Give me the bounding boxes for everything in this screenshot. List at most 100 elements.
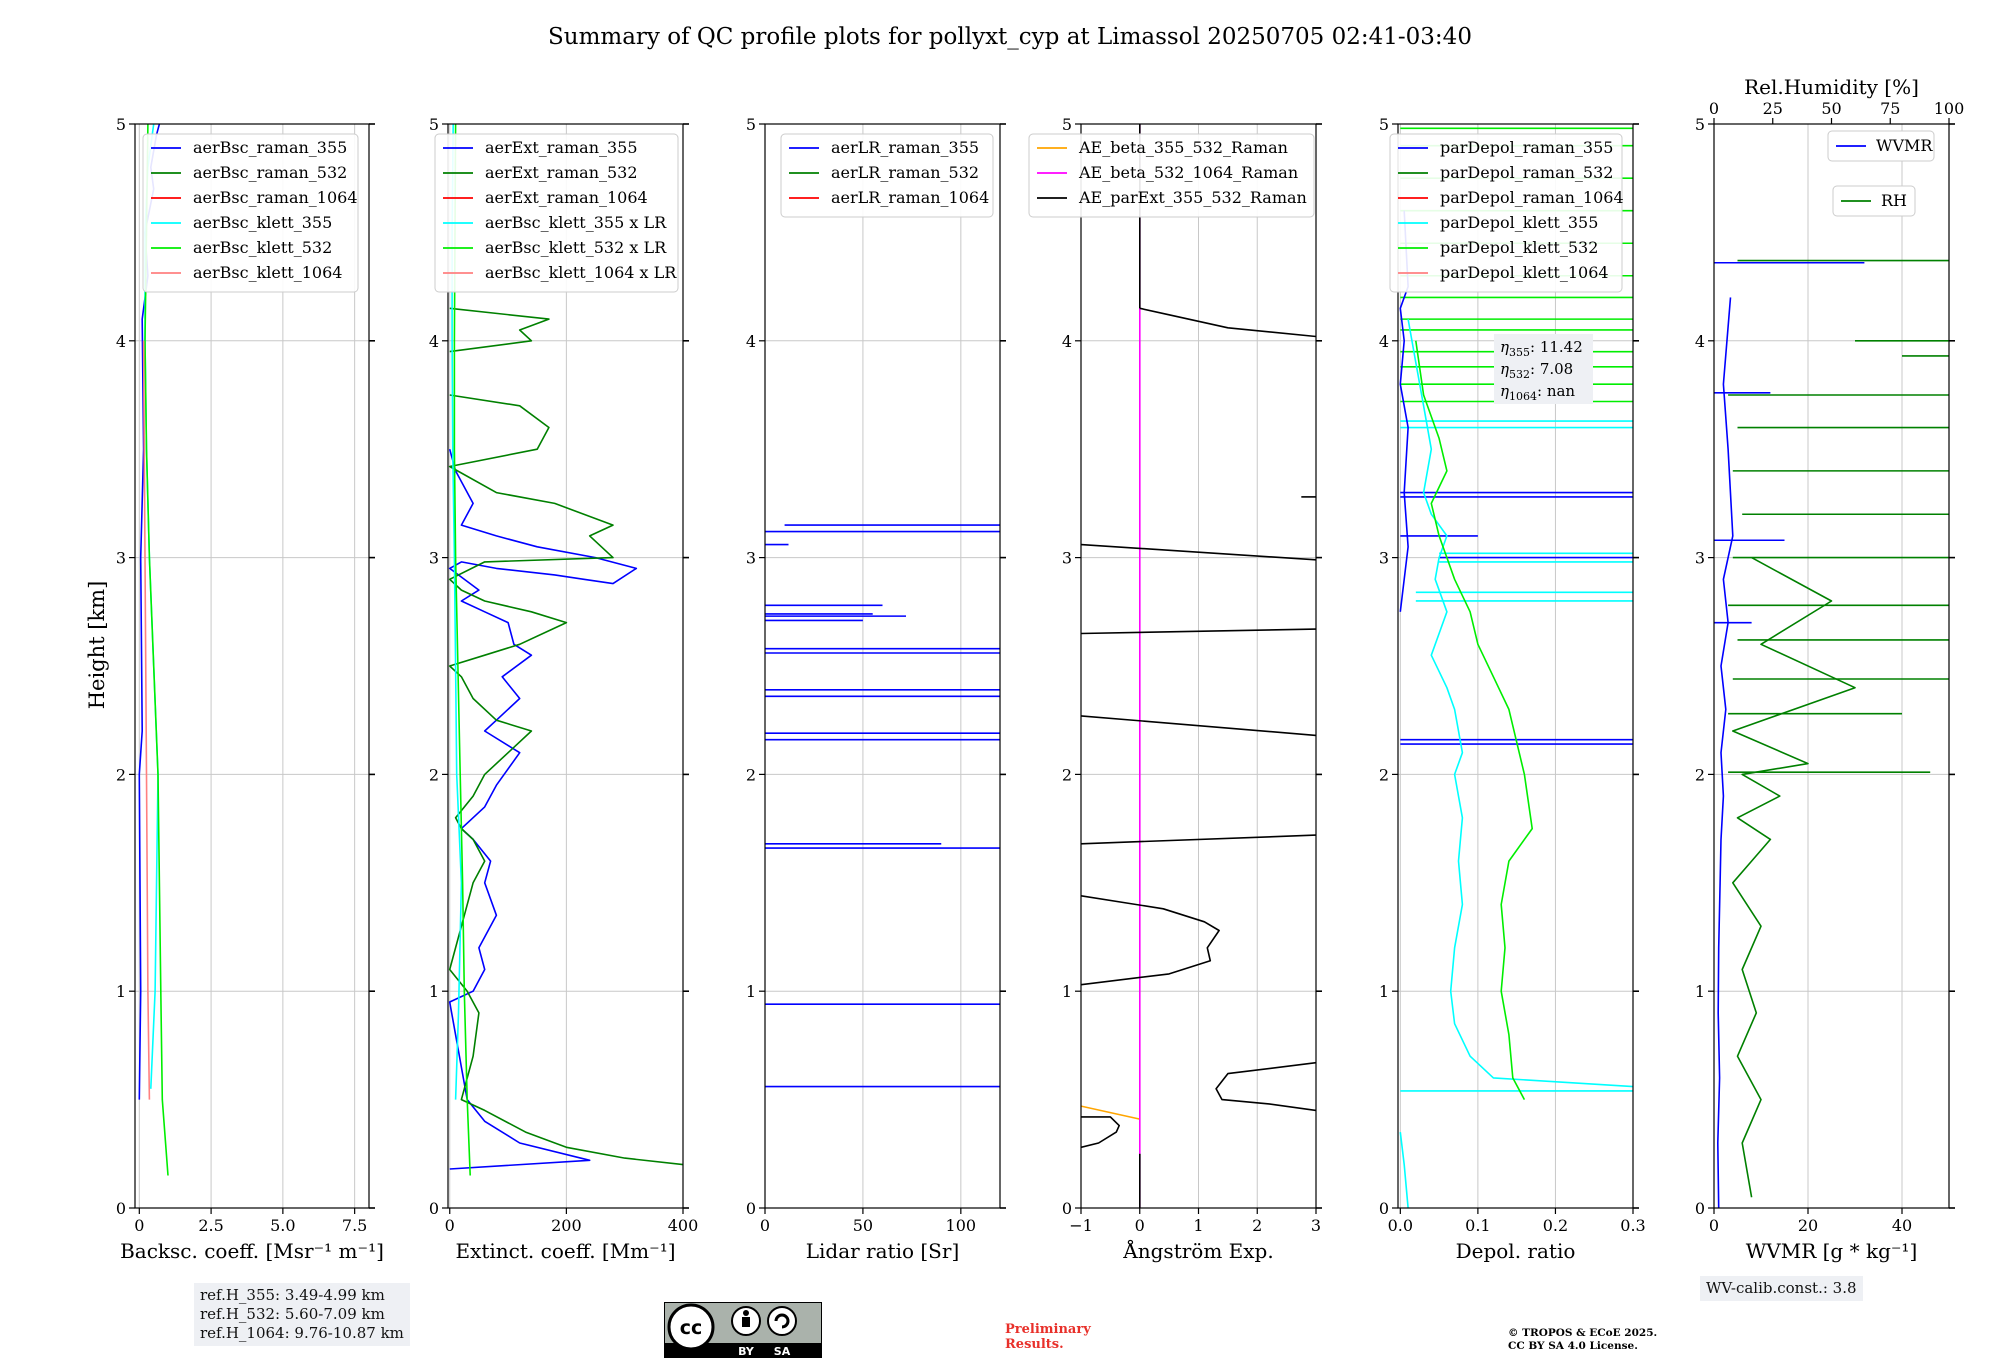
series-black_c [1215, 1061, 1316, 1112]
preliminary-line-2: Results. [1005, 1337, 1064, 1352]
axes-frame [764, 123, 1001, 1209]
top-x-tick-label: 100 [1934, 99, 1965, 118]
panel-bsc: 0 2.5 5.0 7.5 0 1 2 3 4 5 Backsc. coeff. [Msr⁻¹ m⁻… [116, 115, 384, 1263]
axes-frame [447, 123, 684, 1209]
series-black_d [1081, 895, 1220, 986]
top-x-tick-label: 50 [1821, 99, 1841, 118]
eta-line: η355: 11.42 [1500, 338, 1583, 359]
legend-frame [1827, 130, 1935, 162]
by-label: BY [738, 1345, 755, 1358]
y-tick-label: 5 [746, 115, 756, 134]
legend-label: parDepol_klett_355 [1440, 213, 1598, 232]
plot-area [765, 524, 1000, 1088]
series-black_g [1081, 628, 1316, 635]
sa-label: SA [774, 1345, 791, 1358]
x-tick-label: 0 [760, 1216, 770, 1235]
series-aerExt_raman_532_upper [449, 307, 550, 353]
legend-label: aerBsc_klett_355 [193, 213, 332, 232]
top-x-axis-label: Rel.Humidity [%] [1744, 75, 1919, 99]
y-tick-label: 3 [1695, 549, 1705, 568]
wv-calibration-box: WV-calib.const.: 3.8 [1700, 1276, 1863, 1301]
y-tick-label: 0 [746, 1199, 756, 1218]
y-tick-label: 0 [429, 1199, 439, 1218]
series-WVMR [1717, 297, 1734, 1208]
legend-label: AE_beta_532_1064_Raman [1078, 163, 1298, 182]
legend-label: aerLR_raman_355 [831, 138, 979, 157]
x-tick-label: 5.0 [270, 1216, 295, 1235]
y-tick-label: 4 [746, 332, 756, 351]
panel-wvmr: 0 20 40 0 1 2 3 4 5 WVMR [g * kg⁻¹] 0 25 50 75 100 Rel.… [1695, 75, 1964, 1263]
legend-label: aerExt_raman_1064 [485, 188, 648, 207]
ref-h-532: ref.H_532: 5.60-7.09 km [200, 1305, 385, 1323]
y-tick-label: 2 [116, 765, 126, 784]
plot-area [1081, 124, 1316, 1208]
y-tick-label: 2 [429, 765, 439, 784]
legend-label: aerBsc_raman_1064 [193, 188, 358, 207]
panel-lr: 0 50 100 0 1 2 3 4 5 Lidar ratio [Sr] aerLR_raman_… [746, 115, 1006, 1263]
y-tick-label: 1 [1062, 982, 1072, 1001]
x-tick-label: 0 [1709, 1216, 1719, 1235]
series-RH [1732, 556, 1856, 1198]
y-tick-label: 0 [116, 1199, 126, 1218]
x-tick-label: 100 [946, 1216, 977, 1235]
y-tick-label: 2 [1379, 765, 1389, 784]
y-tick-label: 2 [1695, 765, 1705, 784]
legend-label: AE_parExt_355_532_Raman [1078, 188, 1307, 207]
sa-share-icon [767, 1306, 797, 1336]
panel-depol: 0.0 0.1 0.2 0.3 0 1 2 3 4 5 Depol. ratio parDepol_r… [1379, 115, 1646, 1263]
series-black_e [1081, 834, 1316, 845]
copyright-notice: © TROPOS & ECoE 2025. CC BY SA 4.0 Licen… [1508, 1327, 1657, 1353]
y-tick-label: 1 [429, 982, 439, 1001]
y-tick-label: 4 [429, 332, 439, 351]
y-tick-label: 0 [1062, 1199, 1072, 1218]
top-x-tick-label: 75 [1880, 99, 1900, 118]
y-tick-label: 3 [429, 549, 439, 568]
y-tick-label: 3 [116, 549, 126, 568]
y-tick-label: 3 [1062, 549, 1072, 568]
reference-height-box: ref.H_355: 3.49-4.99 km ref.H_532: 5.60-… [194, 1283, 410, 1346]
y-tick-label: 0 [1379, 1199, 1389, 1218]
x-tick-label: 0.1 [1465, 1216, 1490, 1235]
legend-label: parDepol_klett_532 [1440, 238, 1598, 257]
legend-label: aerBsc_klett_1064 x LR [485, 263, 677, 282]
x-tick-label: 2.5 [198, 1216, 223, 1235]
y-tick-label: 1 [116, 982, 126, 1001]
legend-label: aerBsc_raman_532 [193, 163, 347, 182]
series-black_a [1081, 1116, 1120, 1149]
panel-ext: 0 200 400 0 1 2 3 4 5 Extinct. coeff. [Mm⁻¹] aerEx… [429, 115, 698, 1263]
legend: AE_beta_355_532_Raman AE_beta_532_1064_Ra… [1028, 133, 1315, 218]
cc-icon [667, 1303, 715, 1351]
y-tick-label: 5 [1062, 115, 1072, 134]
y-tick-label: 1 [746, 982, 756, 1001]
y-tick-label: 5 [1695, 115, 1705, 134]
x-tick-label: 2 [1252, 1216, 1262, 1235]
series-parDepol_klett_532_main [1415, 340, 1533, 1100]
series-black_j [1139, 307, 1316, 338]
eta-annotation-box [1494, 334, 1593, 404]
legend-label: aerBsc_klett_532 [193, 238, 332, 257]
legend-frame [1389, 133, 1623, 293]
x-tick-label: 0 [445, 1216, 455, 1235]
top-x-tick-label: 0 [1709, 99, 1719, 118]
x-tick-label: 400 [668, 1216, 699, 1235]
y-tick-label: 1 [1379, 982, 1389, 1001]
y-tick-label: 5 [429, 115, 439, 134]
wv-calib-const: WV-calib.const.: 3.8 [1706, 1279, 1857, 1297]
legend-label: aerExt_raman_355 [485, 138, 638, 157]
x-tick-label: 200 [551, 1216, 582, 1235]
series-aerBsc_klett_532 x LR [453, 124, 471, 1176]
x-tick-label: 1 [1193, 1216, 1203, 1235]
legend-label: aerExt_raman_532 [485, 163, 638, 182]
top-x-tick-label: 25 [1763, 99, 1783, 118]
x-tick-label: 20 [1798, 1216, 1818, 1235]
plot-area [1714, 259, 1949, 1208]
x-axis-label: Extinct. coeff. [Mm⁻¹] [455, 1239, 675, 1263]
x-tick-label: 0 [134, 1216, 144, 1235]
ref-h-1064: ref.H_1064: 9.76-10.87 km [200, 1324, 404, 1342]
svg-text:cc: cc [680, 1317, 703, 1339]
y-tick-label: 5 [1379, 115, 1389, 134]
x-tick-label: 0.3 [1620, 1216, 1645, 1235]
